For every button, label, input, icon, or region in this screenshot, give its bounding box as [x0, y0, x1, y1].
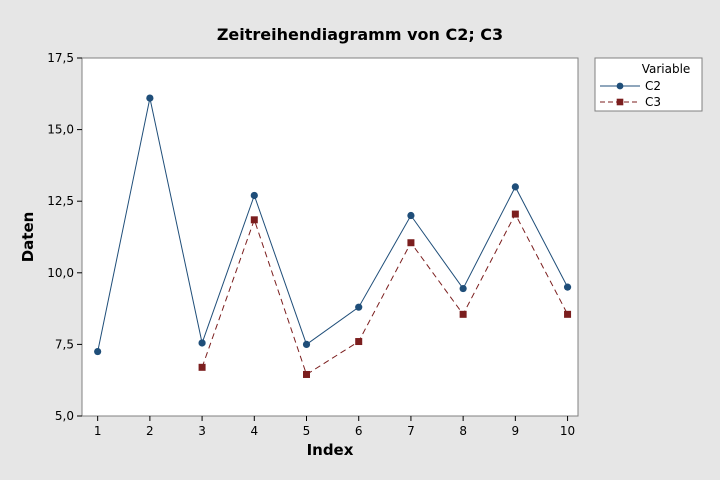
series-line-c3: [201, 213, 569, 376]
data-point: [198, 363, 206, 371]
y-axis: 5,0 7,5 10,0 12,5 15,0 17,5: [47, 51, 82, 423]
series-line-c2: [97, 97, 569, 352]
data-point: [250, 216, 258, 224]
y-axis-title: Daten: [19, 212, 37, 263]
y-tick-label: 10,0: [47, 266, 74, 280]
y-tick-label: 5,0: [55, 409, 74, 423]
x-tick-label: 8: [459, 424, 467, 438]
legend-marker: [616, 98, 624, 106]
data-point: [302, 340, 311, 348]
x-tick-label: 5: [303, 424, 311, 438]
x-tick-label: 2: [146, 424, 154, 438]
series-layer: [94, 94, 572, 378]
x-tick-label: 1: [94, 424, 102, 438]
data-point: [250, 191, 258, 200]
data-point: [459, 284, 467, 293]
x-tick-label: 4: [250, 424, 258, 438]
x-tick-label: 9: [512, 424, 520, 438]
x-tick-label: 7: [407, 424, 415, 438]
x-tick-label: 10: [560, 424, 575, 438]
data-point: [303, 370, 311, 378]
chart-title: Zeitreihendiagramm von C2; C3: [217, 25, 503, 44]
data-point: [564, 310, 572, 318]
legend-title: Variable: [642, 62, 691, 76]
data-point: [146, 94, 154, 102]
data-point: [407, 239, 415, 247]
series-c2: [94, 94, 572, 356]
data-point: [459, 310, 467, 318]
x-axis: 1 2 3 4 5 6 7 8 9 10: [94, 416, 575, 438]
x-tick-label: 3: [198, 424, 206, 438]
data-point: [407, 211, 415, 220]
y-tick-label: 12,5: [47, 194, 74, 208]
data-point: [563, 283, 572, 291]
data-point: [94, 347, 102, 356]
data-point: [198, 339, 206, 347]
y-tick-label: 17,5: [47, 51, 74, 65]
plot-area: [81, 57, 579, 417]
x-axis-title: Index: [307, 441, 354, 459]
data-point: [511, 210, 519, 218]
data-point: [511, 183, 519, 191]
legend-marker: [616, 82, 624, 90]
y-tick-label: 15,0: [47, 123, 74, 137]
data-point: [355, 338, 363, 346]
x-tick-label: 6: [355, 424, 363, 438]
legend-label: C2: [645, 79, 661, 93]
y-tick-label: 7,5: [55, 337, 74, 351]
legend-label: C3: [645, 95, 661, 109]
series-c3: [198, 210, 572, 378]
data-point: [355, 303, 363, 311]
